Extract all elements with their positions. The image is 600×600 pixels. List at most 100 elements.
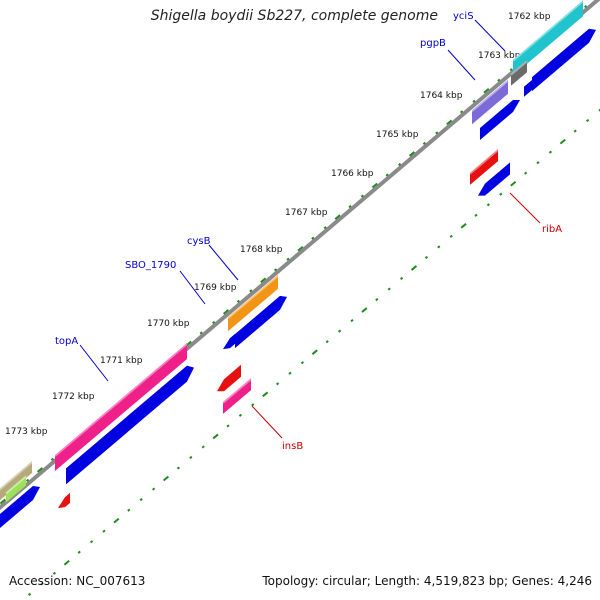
tick-mark-reverse — [499, 192, 503, 196]
tick-mark-reverse — [361, 307, 368, 313]
tick-mark-reverse — [449, 234, 453, 238]
tick-mark-forward — [371, 182, 378, 189]
tick-label: 1770 kbp — [147, 319, 190, 329]
gene-tan — [0, 461, 32, 501]
label-leader-line — [179, 270, 206, 305]
tick-mark-forward — [360, 194, 365, 198]
label-leader-line — [251, 405, 283, 439]
tick-mark-reverse — [151, 487, 156, 491]
cds-forward — [480, 99, 520, 140]
tick-mark-reverse — [598, 108, 600, 112]
tick-mark-forward — [509, 68, 513, 72]
tick-mark-reverse — [226, 424, 230, 428]
gene-yciS — [513, 0, 583, 76]
gene-label-riba: ribA — [542, 224, 562, 235]
tick-mark-reverse — [201, 445, 205, 449]
tick-mark-reverse — [375, 297, 379, 302]
tick-mark-reverse — [52, 571, 57, 575]
tick-mark-forward — [583, 4, 588, 9]
tick-mark-reverse — [337, 329, 342, 333]
tick-mark-forward — [297, 245, 304, 252]
tick-mark-reverse — [275, 382, 280, 386]
tick-mark-forward — [408, 151, 416, 157]
tick-mark-reverse — [350, 319, 354, 323]
tick-mark-reverse — [548, 150, 553, 154]
gene-cysB-highlight — [227, 275, 279, 319]
tick-label: 1772 kbp — [52, 392, 95, 402]
tick-mark-forward — [385, 173, 389, 177]
tick-mark-reverse — [238, 413, 243, 417]
tick-mark-reverse — [300, 361, 305, 365]
gene-insB — [223, 378, 251, 414]
tick-mark-forward — [422, 141, 427, 145]
tick-label: 1768 kbp — [240, 245, 283, 255]
tick-mark-reverse — [189, 455, 193, 460]
gene-label-cysb: cysB — [187, 236, 211, 247]
cds-forward — [524, 78, 540, 97]
tick-label: 1773 kbp — [5, 427, 48, 437]
label-leader-line — [447, 49, 476, 81]
tick-mark-reverse — [536, 161, 540, 165]
gene-ribA-highlight — [469, 149, 499, 175]
tick-mark-reverse — [559, 138, 566, 145]
tick-mark-forward — [260, 277, 267, 284]
gene-green-highlight — [5, 475, 27, 495]
tick-mark-reverse — [77, 550, 81, 554]
tick-mark-reverse — [27, 592, 32, 596]
gene-pgpB — [472, 79, 508, 125]
gene-small-grey-highlight — [510, 60, 528, 76]
accession-text: Accession: NC_007613 — [9, 574, 146, 588]
tick-mark-reverse — [251, 403, 255, 407]
label-leader-line — [474, 19, 506, 52]
tick-mark-forward — [311, 236, 315, 240]
tick-mark-reverse — [176, 466, 181, 470]
label-leader-line — [79, 344, 109, 382]
tick-mark-reverse — [399, 276, 404, 281]
gene-label-sbo_1790: SBO_1790 — [125, 260, 176, 271]
tick-label: 1769 kbp — [194, 283, 237, 293]
tick-label: 1771 kbp — [100, 356, 143, 366]
gene-yciS-highlight — [512, 0, 584, 62]
tick-mark-reverse — [325, 340, 329, 344]
gene-topA — [55, 342, 187, 472]
cds-forward — [223, 333, 235, 350]
tick-mark-forward — [397, 162, 402, 167]
tick-mark-forward — [249, 289, 253, 293]
gene-green — [6, 475, 26, 503]
gene-cysB — [228, 274, 278, 332]
label-leaders — [79, 19, 541, 439]
tick-mark-reverse — [288, 371, 292, 375]
tick-mark-forward — [273, 268, 278, 272]
gene-label-pgpb: pgpB — [420, 38, 446, 49]
tick-mark-reverse — [460, 223, 467, 229]
gene-label-ycis: yciS — [453, 11, 474, 22]
gene-ribA — [470, 149, 498, 185]
tick-mark-reverse — [40, 582, 44, 586]
tick-label: 1762 kbp — [508, 12, 551, 22]
tick-mark-forward — [286, 257, 290, 261]
tick-mark-reverse — [63, 560, 70, 566]
gene-labels: yciS pgpB cysB SBO_1790 topA ribA insB — [55, 11, 562, 452]
tick-mark-forward — [211, 320, 216, 324]
tick-mark-reverse — [437, 245, 441, 249]
tick-mark-reverse — [127, 508, 131, 512]
cds-forward — [235, 295, 287, 349]
tick-mark-forward — [185, 340, 192, 347]
label-leader-line — [509, 192, 541, 224]
gene-insB-highlight — [222, 378, 252, 404]
tick-mark-reverse — [212, 433, 219, 440]
tick-mark-reverse — [262, 391, 269, 398]
gene-tan-highlight — [0, 461, 33, 491]
tick-label: 1765 kbp — [376, 130, 419, 140]
tick-mark-reverse — [573, 129, 577, 133]
gene-small-grey — [511, 60, 527, 86]
tick-label: 1764 kbp — [420, 91, 463, 101]
cds-forward — [66, 365, 194, 485]
tick-mark-reverse — [424, 255, 429, 259]
tick-mark-reverse — [523, 171, 528, 175]
tick-mark-forward — [459, 110, 464, 114]
gene-red-tiny — [58, 492, 70, 509]
label-leader-line — [208, 244, 239, 281]
